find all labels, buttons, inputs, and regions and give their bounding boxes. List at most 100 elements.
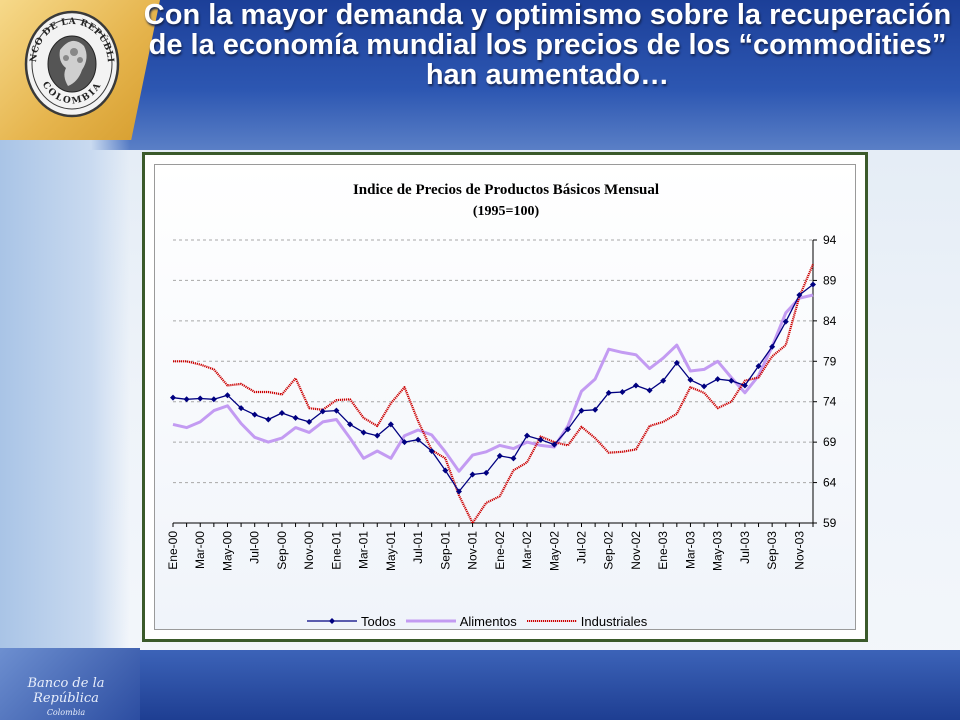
x-tick-label: May-02	[547, 531, 561, 571]
x-tick-label: Jul-00	[248, 531, 262, 564]
legend-item-alimentos: Alimentos	[405, 613, 517, 629]
series-point-todos	[183, 396, 190, 403]
legend-marker-todos	[329, 618, 335, 624]
series-point-todos	[374, 432, 381, 439]
legend-label-alimentos: Alimentos	[459, 613, 517, 629]
series-point-todos	[524, 432, 531, 439]
x-tick-label: Ene-03	[656, 531, 670, 570]
series-line-todos	[172, 283, 814, 493]
y-tick-label: 84	[823, 314, 837, 328]
bank-seal-logo: BANCO DE LA REPÚBLICA COLOMBIA	[22, 6, 120, 118]
series-point-todos	[496, 452, 503, 459]
series-point-todos	[333, 407, 340, 414]
series-point-todos	[810, 281, 816, 288]
legend-label-industriales: Industriales	[580, 613, 648, 629]
line-chart: 59 64 69 74 79 84 89 94 Ene-00 Mar-00 May-00 Jul-00…	[166, 233, 837, 571]
series-point-todos	[673, 359, 680, 366]
series-point-todos	[592, 406, 599, 413]
x-tick-label: Nov-03	[792, 531, 806, 570]
series-point-todos	[442, 467, 449, 474]
x-tick-label: Ene-01	[329, 531, 343, 570]
legend-swatch-todos	[307, 618, 357, 624]
series-point-todos	[251, 411, 258, 418]
x-tick-label: May-03	[711, 531, 725, 571]
chart-legend: Todos Alimentos Industriales	[307, 611, 653, 631]
series-point-todos	[238, 405, 245, 412]
series-point-todos	[265, 416, 272, 423]
series-point-todos	[605, 389, 612, 396]
series-point-todos	[347, 421, 354, 428]
series-point-todos	[319, 408, 326, 415]
x-tick-label: May-00	[220, 531, 234, 571]
series-point-todos	[292, 414, 299, 421]
series-point-todos	[782, 318, 789, 325]
x-tick-label: Nov-02	[629, 531, 643, 570]
series-point-todos	[428, 448, 435, 455]
series-point-todos	[469, 471, 476, 478]
series-point-todos	[551, 441, 558, 448]
series-point-todos	[619, 389, 626, 396]
series-point-todos	[769, 343, 776, 350]
y-tick-label: 64	[823, 476, 837, 490]
x-tick-label: Mar-00	[193, 531, 207, 569]
x-tick-label: May-01	[384, 531, 398, 571]
series-point-todos	[387, 421, 394, 428]
series-point-todos	[360, 429, 367, 436]
series-point-todos	[701, 383, 708, 390]
footer-logo: Banco de la República Colombia	[6, 676, 126, 717]
series-point-todos	[415, 436, 422, 443]
chart-frame: Indice de Precios de Productos Básicos M…	[142, 152, 868, 642]
series-point-todos	[660, 377, 667, 384]
series-point-todos	[210, 396, 217, 403]
legend-item-industriales: Industriales	[526, 613, 648, 629]
slide-title: Con la mayor demanda y optimismo sobre l…	[143, 0, 952, 91]
x-tick-label: Nov-00	[302, 531, 316, 570]
series-point-todos	[741, 382, 748, 389]
left-decorative-strip	[0, 135, 130, 650]
series-point-todos	[197, 395, 204, 402]
x-tick-label: Jul-01	[411, 531, 425, 564]
series-point-todos	[632, 382, 639, 389]
y-tick-label: 69	[823, 435, 837, 449]
series-point-todos	[510, 455, 517, 462]
series-point-todos	[401, 439, 408, 446]
series-line-alimentos	[172, 293, 814, 473]
series-point-todos	[755, 363, 762, 370]
chart-subtitle: (1995=100)	[472, 204, 540, 219]
x-tick-label: Jul-02	[575, 531, 589, 564]
series-point-todos	[170, 394, 176, 401]
legend-swatch-alimentos	[405, 619, 456, 623]
chart-area: Indice de Precios de Productos Básicos M…	[154, 164, 856, 630]
footer-logo-name: Banco de la República	[27, 676, 105, 706]
series-point-todos	[564, 426, 571, 433]
series-point-todos	[278, 410, 285, 417]
x-tick-label: Sep-01	[438, 531, 452, 570]
y-tick-label: 59	[823, 516, 837, 530]
series-line-industriales	[173, 263, 815, 525]
y-tick-label: 79	[823, 354, 837, 368]
x-tick-label: Sep-03	[765, 531, 779, 570]
legend-item-todos: Todos	[307, 614, 396, 629]
series-point-todos	[687, 376, 694, 383]
chart-title: Indice de Precios de Productos Básicos M…	[352, 182, 660, 198]
series-point-todos	[224, 392, 231, 399]
legend-label-todos: Todos	[361, 613, 396, 629]
series-point-todos	[578, 407, 585, 414]
series-point-todos	[646, 387, 653, 394]
series-point-todos	[306, 418, 313, 425]
series-point-todos	[714, 376, 721, 383]
x-tick-label: Jul-03	[738, 531, 752, 564]
x-tick-label: Mar-02	[520, 531, 534, 569]
series-point-todos	[537, 436, 544, 443]
y-tick-label: 94	[823, 233, 837, 247]
y-tick-label: 74	[823, 395, 837, 409]
x-tick-label: Sep-00	[275, 531, 289, 570]
series-point-todos	[796, 291, 803, 298]
header-band	[0, 0, 960, 150]
series-point-todos	[728, 377, 735, 384]
x-tick-label: Nov-01	[466, 531, 480, 570]
series-point-todos	[455, 488, 462, 495]
footer-corner-panel	[0, 648, 140, 720]
x-tick-label: Ene-02	[493, 531, 507, 570]
x-tick-label: Ene-00	[166, 531, 180, 570]
